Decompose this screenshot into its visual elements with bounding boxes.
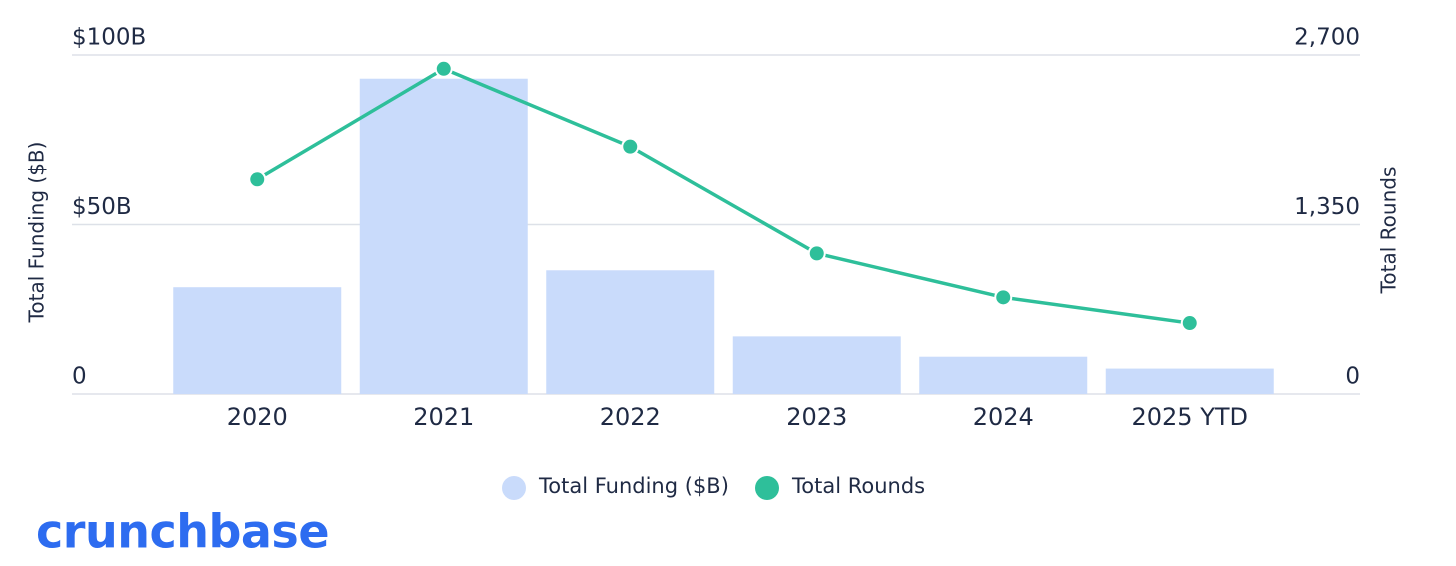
y-tick-label: $50B [72,194,132,220]
legend-label: Total Funding ($B) [538,474,729,498]
bar [919,356,1088,394]
y2-axis-title: Total Rounds [1377,167,1401,295]
y2-tick-label: 1,350 [1294,194,1360,220]
x-tick-label: 2021 [413,403,474,431]
x-tick-label: 2022 [600,403,661,431]
line-point [248,170,267,189]
y2-tick-label: 2,700 [1294,25,1360,51]
line-point [807,244,826,263]
x-tick-label: 2025 YTD [1131,403,1248,431]
bar [1105,368,1274,394]
line-point [621,137,640,156]
bar [359,78,528,394]
x-tick-label: 2024 [973,403,1034,431]
line [256,66,1190,325]
y2-tick-label: 0 [1345,364,1360,390]
x-tick-label: 2020 [227,403,288,431]
y-tick-label: $100B [72,25,146,51]
y-axis-title: Total Funding ($B) [25,142,49,324]
bar [732,336,901,394]
y-tick-label: 0 [72,364,87,390]
logo: crunchbase [36,505,329,559]
line-point [434,59,453,78]
bar [546,270,715,394]
legend-swatch [502,476,526,500]
x-tick-label: 2023 [786,403,847,431]
legend-label: Total Rounds [791,474,925,498]
line-point [1180,314,1199,333]
line-point [994,288,1013,307]
bar [173,287,342,394]
legend-swatch [755,476,779,500]
